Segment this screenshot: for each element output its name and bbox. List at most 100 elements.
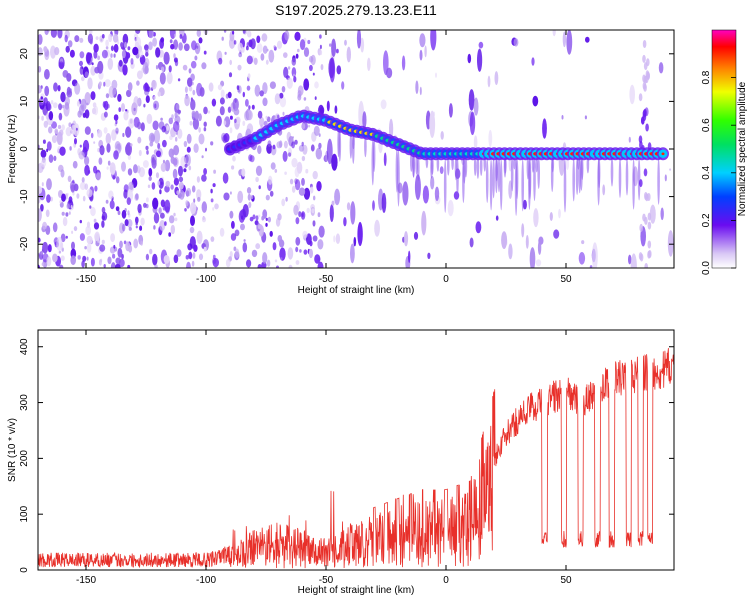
heatmap-cell [317,212,321,218]
heatmap-cell [185,254,189,260]
heatmap-cell [110,45,114,52]
heatmap-cell [229,115,233,120]
heatmap-cell [65,126,72,137]
heatmap-cell [87,33,93,44]
heatmap-cell [159,220,166,231]
heatmap-cell [227,106,232,113]
heatmap-cell [473,97,479,116]
heatmap-cell [203,246,207,252]
heatmap-cell [190,60,197,69]
heatmap-cell [566,30,573,55]
heatmap-cell [232,98,239,111]
heatmap-cell [98,157,103,165]
heatmap-cell [267,140,272,148]
heatmap-cell [255,165,263,176]
heatmap-cell [637,157,641,201]
colorbar: 0.0 0.2 0.4 0.6 0.8 Normalized spectral ampl… [701,29,748,275]
heatmap-cell [178,181,184,190]
heatmap-cell [196,230,203,244]
heatmap-cell [533,208,539,228]
heatmap-cell [139,225,143,231]
heatmap-cell [168,65,172,73]
heatmap-cell [429,110,436,138]
heatmap-cell [267,216,271,223]
heatmap-cell [453,191,460,200]
heatmap-cell [153,225,156,230]
heatmap-cell [294,179,301,191]
heatmap-cell [190,202,197,215]
heatmap-cell [110,262,116,268]
heatmap-cell [319,44,322,50]
heatmap-cell [350,201,356,225]
heatmap-cell [641,116,645,125]
heatmap-cell [231,220,235,229]
heatmap-cell [279,96,287,108]
heatmap-cell [477,48,483,72]
heatmap-cell [40,149,47,158]
heatmap-cell [218,57,223,65]
heatmap-cell [549,212,553,221]
heatmap-cell [104,79,111,88]
heatmap-cell [242,120,246,127]
heatmap-cell [270,162,276,170]
heatmap-cell [91,62,94,66]
heatmap-cell [164,199,171,213]
heatmap-cell [258,214,261,218]
heatmap-cell [79,144,82,148]
heatmap-cell [117,247,123,258]
bottom-x-tick-label: -150 [76,575,96,586]
heatmap-cell [643,62,648,71]
heatmap-cell [166,125,170,131]
heatmap-cell [319,50,323,56]
heatmap-cell [372,200,375,211]
heatmap-cell [422,185,429,204]
heatmap-cell [262,82,268,95]
heatmap-cell [199,87,205,97]
heatmap-cell [259,90,264,97]
heatmap-cell [241,168,246,177]
heatmap-cell [163,51,170,65]
heatmap-cell [259,116,265,127]
heatmap-cell [257,110,263,119]
heatmap-cell [40,159,47,168]
heatmap-cell [525,235,529,249]
heatmap-cell [288,152,292,157]
heatmap-cell [243,239,246,242]
heatmap-cell [98,259,102,266]
heatmap-cell [419,33,426,48]
heatmap-cell [127,210,130,216]
heatmap-cell [281,86,286,93]
heatmap-cell [497,157,501,193]
heatmap-cell [72,179,75,184]
heatmap-cell [82,255,87,262]
heatmap-cell [159,72,166,85]
heatmap-cell [238,52,243,58]
heatmap-cell [107,256,112,265]
heatmap-cell [152,120,159,131]
heatmap-cell [295,53,299,59]
heatmap-cell [473,155,477,176]
heatmap-cell [177,78,181,82]
heatmap-cell [188,68,192,74]
heatmap-cell [229,251,233,258]
heatmap-cell [269,190,274,197]
heatmap-cell [185,200,189,207]
heatmap-cell [69,49,75,58]
heatmap-cell [68,211,71,215]
heatmap-cell [219,227,225,237]
heatmap-cell [138,50,144,58]
heatmap-cell [210,198,214,203]
heatmap-cell [84,71,89,78]
heatmap-cell [638,93,643,102]
heatmap-cell [190,99,196,111]
heatmap-cell [62,70,69,78]
heatmap-cell [122,223,126,232]
heatmap-cell [38,237,41,243]
heatmap-ridge [224,109,669,161]
heatmap-cell [331,38,337,57]
heatmap-cell [187,243,193,251]
heatmap-cell [189,121,193,126]
heatmap-cell [260,53,265,61]
heatmap-cell [43,120,48,128]
heatmap-cell [121,209,127,219]
